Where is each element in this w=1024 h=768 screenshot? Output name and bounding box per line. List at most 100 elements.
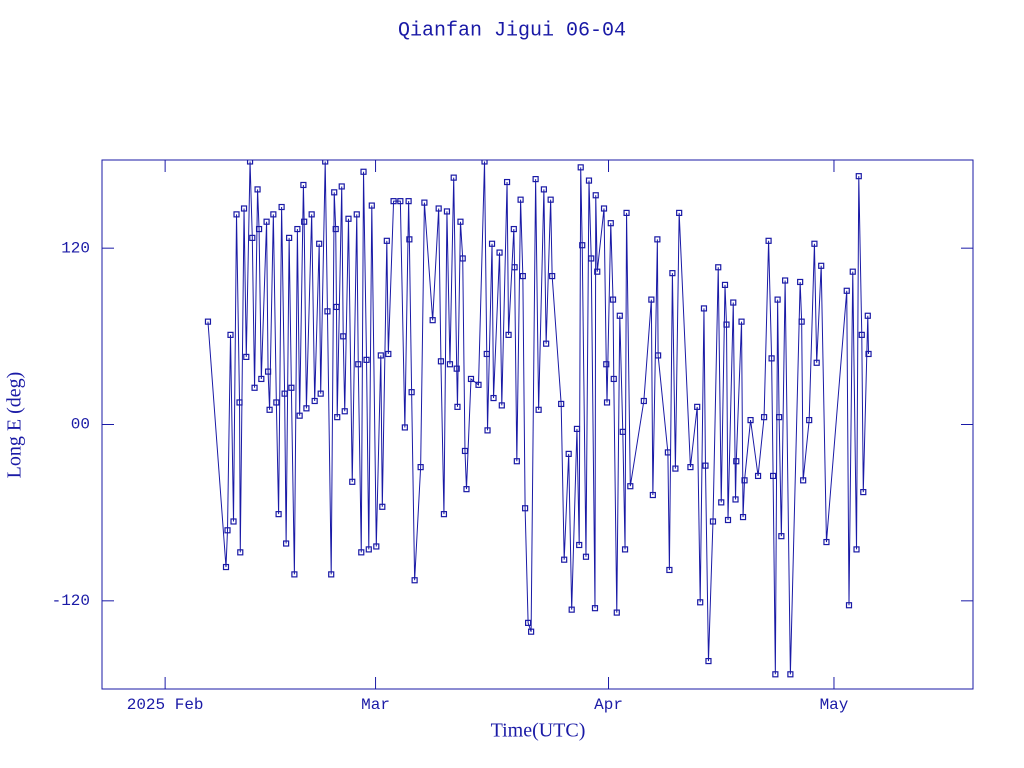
data-point <box>440 511 448 518</box>
data-point <box>818 262 825 269</box>
data-point <box>288 384 295 391</box>
data-point <box>860 488 867 496</box>
data-point <box>865 350 872 358</box>
data-point <box>858 331 865 338</box>
data-point <box>300 181 307 189</box>
data-point <box>363 356 370 363</box>
data-point <box>588 255 595 262</box>
data-point <box>568 606 575 613</box>
data-point <box>236 399 243 406</box>
data-point <box>610 375 617 383</box>
data-point <box>525 619 532 626</box>
data-point <box>249 234 256 241</box>
data-point <box>358 549 365 556</box>
data-point <box>331 189 338 196</box>
data-point <box>379 503 386 510</box>
data-point <box>724 516 732 524</box>
data-point <box>853 546 860 553</box>
data-point <box>565 450 572 457</box>
plot-frame <box>101 159 974 690</box>
data-point <box>294 225 301 233</box>
data-point <box>549 272 556 280</box>
data-point <box>360 168 367 175</box>
data-point <box>233 211 240 218</box>
data-point <box>450 174 457 181</box>
data-point <box>747 416 754 424</box>
data-point <box>373 543 380 550</box>
data-point <box>782 277 789 284</box>
data-point <box>251 384 258 391</box>
data-point <box>811 240 818 247</box>
data-point <box>405 198 412 205</box>
data-point <box>733 458 740 465</box>
data-point <box>739 513 747 521</box>
data-point <box>655 352 662 359</box>
data-point <box>417 464 424 471</box>
data-point <box>227 331 234 338</box>
data-point <box>864 312 871 319</box>
data-point <box>270 211 277 218</box>
data-point <box>461 447 469 455</box>
data-point <box>813 359 820 366</box>
data-point <box>547 196 554 203</box>
data-point <box>255 225 263 233</box>
data-point <box>694 403 701 410</box>
data-point <box>528 628 535 635</box>
data-point <box>561 556 568 563</box>
data-point <box>266 406 273 413</box>
x-tick-label: Mar <box>361 696 390 714</box>
data-point <box>338 183 345 190</box>
data-point <box>390 198 397 205</box>
data-point <box>723 321 730 328</box>
data-point <box>308 211 315 218</box>
data-point <box>778 533 785 540</box>
data-point <box>776 414 783 421</box>
data-point <box>741 477 748 484</box>
data-point <box>328 571 335 578</box>
data-point <box>573 425 581 433</box>
data-point <box>263 218 270 225</box>
data-point <box>311 397 318 405</box>
data-point <box>453 365 460 372</box>
data-point <box>463 486 470 493</box>
data-point <box>700 305 708 312</box>
data-point <box>401 424 408 431</box>
data-point <box>204 318 212 325</box>
data-point <box>286 234 293 241</box>
data-point <box>540 186 547 193</box>
data-point <box>669 270 676 277</box>
data-point <box>340 333 347 340</box>
data-point <box>697 599 704 606</box>
data-point <box>349 478 356 485</box>
chart-title: Qianfan Jigui 06-04 <box>398 19 626 42</box>
data-point <box>627 483 634 490</box>
data-point <box>640 397 647 405</box>
data-point <box>457 218 464 225</box>
data-point <box>498 402 505 409</box>
data-point <box>715 264 722 271</box>
data-point <box>843 287 850 294</box>
data-point <box>603 361 610 368</box>
data-point <box>435 205 442 212</box>
data-point <box>718 499 725 506</box>
data-point <box>316 240 323 247</box>
data-point <box>503 178 511 186</box>
x-axis-label: Time(UTC) <box>491 720 586 742</box>
data-point <box>446 361 454 368</box>
data-point <box>291 571 298 578</box>
x-tick-label: May <box>820 696 849 714</box>
data-point <box>355 361 362 368</box>
data-point <box>475 381 482 388</box>
data-point <box>484 427 491 434</box>
data-point <box>558 400 565 408</box>
data-point <box>368 202 375 209</box>
y-tick-label: 00 <box>71 416 90 434</box>
data-point <box>454 403 461 410</box>
data-point <box>513 458 520 465</box>
data-point <box>303 405 310 412</box>
data-point <box>322 160 329 165</box>
data-point <box>353 211 360 218</box>
data-point <box>797 278 804 286</box>
data-point <box>585 177 593 184</box>
